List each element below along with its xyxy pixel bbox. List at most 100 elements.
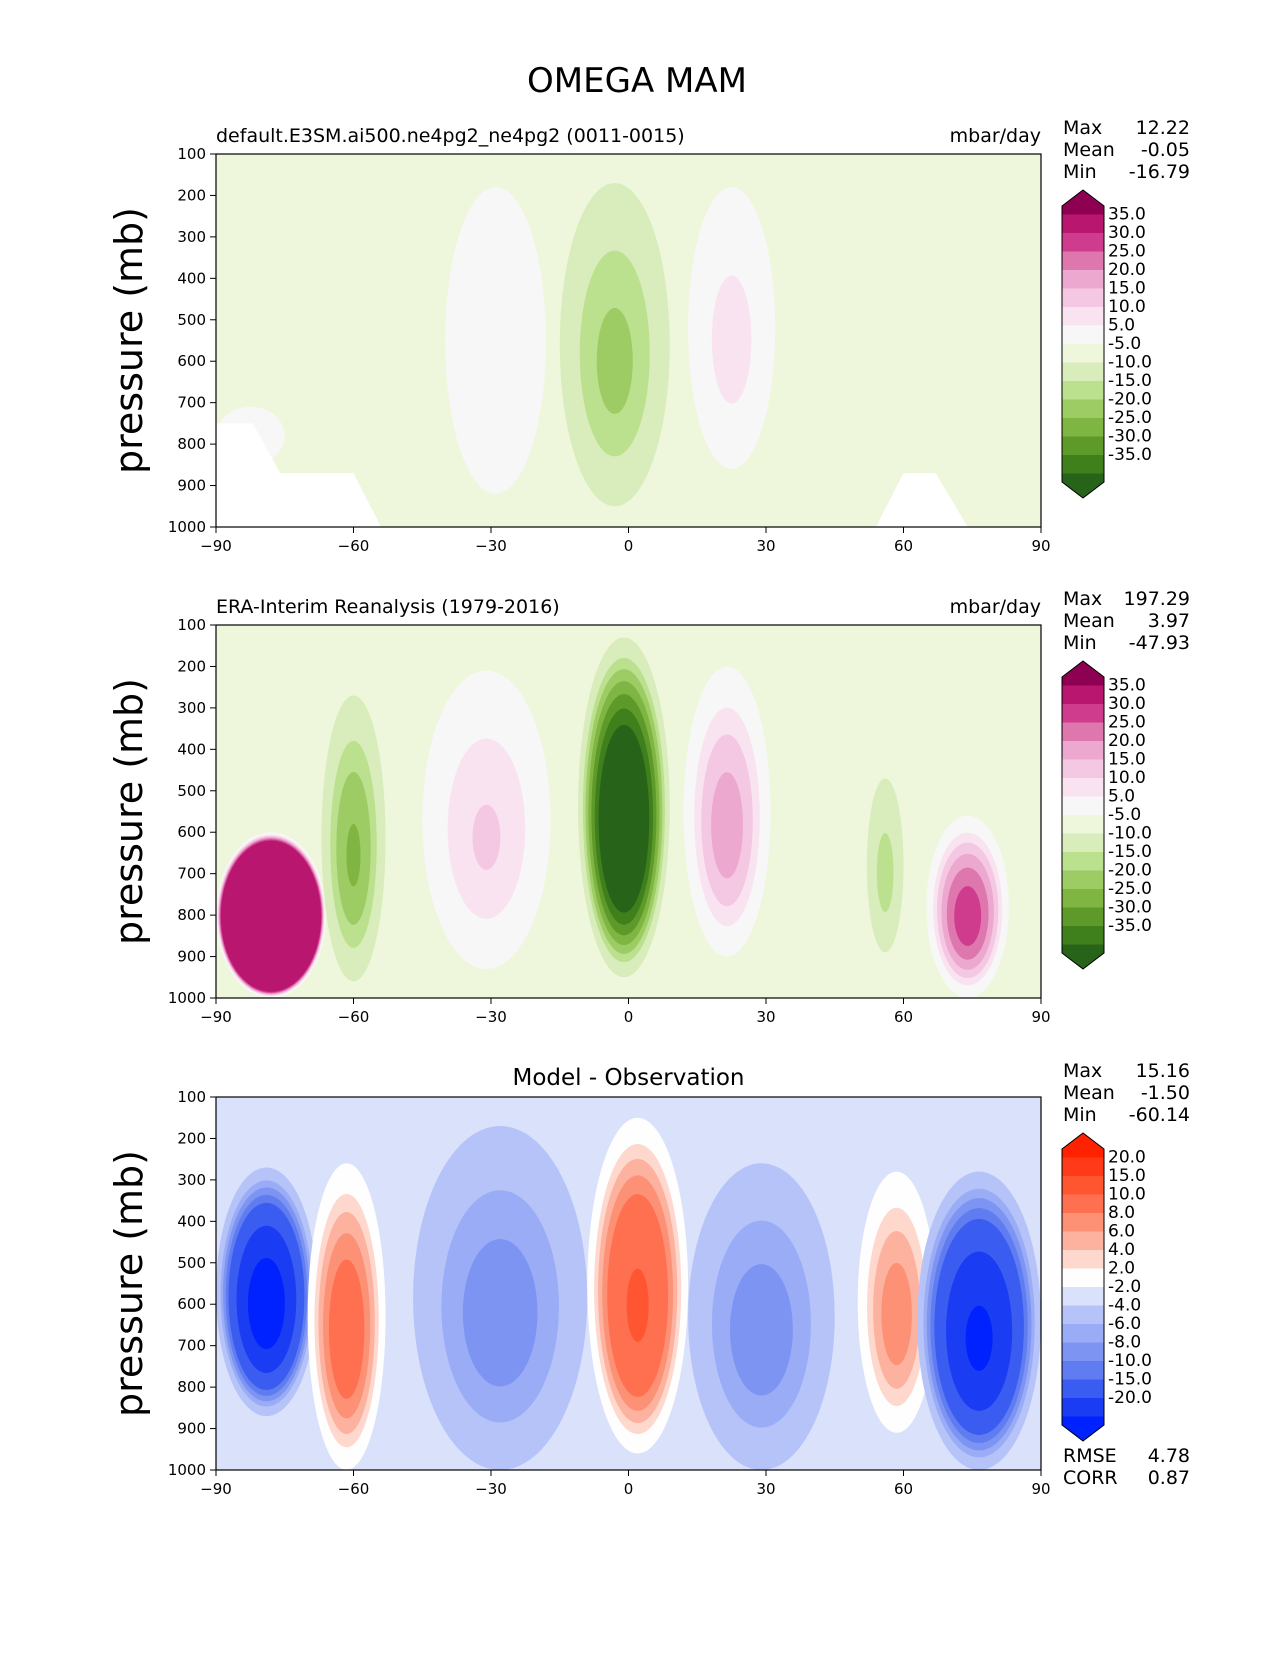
metric-label: RMSE — [1063, 1445, 1117, 1467]
diff-pos-55N — [857, 1171, 936, 1433]
stat-label: Mean — [1063, 610, 1115, 632]
subsidence-25S-level-2 — [472, 804, 501, 870]
colorbar-tick-label: 25.0 — [1108, 242, 1146, 262]
colorbar-tick-label: 20.0 — [1108, 260, 1146, 280]
metric-value: 4.78 — [1148, 1445, 1190, 1467]
ascent-60S-level-3 — [346, 824, 361, 887]
x-tick-label: 30 — [756, 537, 775, 555]
colorbar-tick-label: -35.0 — [1108, 916, 1152, 936]
colorbar-tick-label: 5.0 — [1108, 787, 1135, 807]
ascent-55N-level-1 — [876, 832, 894, 913]
colorbar-tick-label: -25.0 — [1108, 408, 1152, 428]
x-tick-label: 0 — [624, 1008, 634, 1026]
colorbar-bin — [1062, 759, 1104, 779]
y-tick-label: 400 — [177, 740, 206, 758]
stat-value: -0.05 — [1141, 139, 1190, 161]
colorbar-bin — [1062, 1305, 1104, 1325]
colorbar-tick-label: -30.0 — [1108, 427, 1152, 447]
colorbar-bin — [1062, 796, 1104, 816]
subsidence-20N — [688, 187, 776, 469]
stat-label: Max — [1063, 588, 1102, 610]
diff-pos-equator-level-5 — [626, 1268, 649, 1342]
colorbar-tick-label: 2.0 — [1108, 1259, 1135, 1279]
colorbar-bin — [1062, 344, 1104, 363]
ascent-equator-level-2 — [596, 308, 633, 414]
colorbar-tick-label: 20.0 — [1108, 1148, 1146, 1168]
colorbar-bin — [1062, 685, 1104, 705]
y-tick-label: 100 — [177, 145, 206, 163]
arctic-subsidence — [926, 815, 1009, 998]
colorbar-tick-label: 15.0 — [1108, 1166, 1146, 1186]
colorbar-tick-label: 35.0 — [1108, 676, 1146, 696]
colorbar-bin — [1062, 1133, 1104, 1158]
y-tick-label: 300 — [177, 1171, 206, 1189]
stat-label: Max — [1063, 1060, 1102, 1082]
x-tick-label: −90 — [200, 1480, 232, 1498]
y-tick-label: 200 — [177, 186, 206, 204]
y-tick-label: 500 — [177, 782, 206, 800]
stat-label: Min — [1063, 632, 1097, 654]
colorbar-bin — [1062, 1398, 1104, 1417]
y-tick-label: 800 — [177, 1378, 206, 1396]
colorbar-bin — [1062, 815, 1104, 834]
colorbar-bin — [1062, 1157, 1104, 1177]
colorbar-bin — [1062, 1176, 1104, 1195]
colorbar-bin — [1062, 473, 1104, 498]
stat-value: 3.97 — [1148, 610, 1190, 632]
colorbar-tick-label: 10.0 — [1108, 1185, 1146, 1205]
x-tick-label: 30 — [756, 1480, 775, 1498]
y-tick-label: 200 — [177, 1129, 206, 1147]
colorbar-bin — [1062, 1379, 1104, 1399]
y-tick-label: 100 — [177, 616, 206, 634]
colorbar-tick-label: -10.0 — [1108, 353, 1152, 373]
colorbar-bin — [1062, 1342, 1104, 1362]
y-tick-label: 600 — [177, 823, 206, 841]
diff-neg-NH-polar — [917, 1171, 1041, 1470]
x-tick-label: 60 — [894, 1480, 913, 1498]
colorbar-tick-label: -15.0 — [1108, 842, 1152, 862]
y-tick-label: 500 — [177, 1254, 206, 1272]
colorbar-tick-label: -20.0 — [1108, 390, 1152, 410]
colorbar-bin — [1062, 436, 1104, 456]
subsidence-20N — [683, 666, 771, 957]
colorbar-tick-label: 35.0 — [1108, 205, 1146, 225]
y-axis-label: pressure (mb) — [107, 1150, 151, 1417]
diff-neg-25N-level-2 — [729, 1264, 793, 1396]
colorbar-bin — [1062, 251, 1104, 271]
y-tick-label: 700 — [177, 1337, 206, 1355]
stat-value: 197.29 — [1124, 588, 1190, 610]
y-tick-label: 200 — [177, 657, 206, 675]
stat-value: 12.22 — [1136, 117, 1190, 139]
stat-label: Min — [1063, 1104, 1097, 1126]
colorbar-tick-label: 25.0 — [1108, 713, 1146, 733]
colorbar-bin — [1062, 778, 1104, 797]
stat-label: Min — [1063, 161, 1097, 183]
diff-neg-SH-polar — [216, 1167, 317, 1417]
x-tick-label: −60 — [338, 1008, 370, 1026]
colorbar-tick-label: -35.0 — [1108, 445, 1152, 465]
subsidence-20N-level-3 — [711, 772, 743, 879]
colorbar-tick-label: -20.0 — [1108, 861, 1152, 881]
colorbar-tick-label: 15.0 — [1108, 279, 1146, 299]
stat-value: -1.50 — [1141, 1082, 1190, 1104]
colorbar-tick-label: -20.0 — [1108, 1388, 1152, 1408]
colorbar-bin — [1062, 1324, 1104, 1343]
colorbar-bin — [1062, 418, 1104, 437]
colorbar-bin — [1062, 288, 1104, 308]
x-tick-label: −60 — [338, 1480, 370, 1498]
ascent-equator-level-6 — [598, 724, 650, 913]
colorbar-bin — [1062, 1250, 1104, 1269]
colorbar-bin — [1062, 362, 1104, 382]
y-tick-label: 100 — [177, 1088, 206, 1106]
colorbar-tick-label: 5.0 — [1108, 316, 1135, 336]
y-tick-label: 900 — [177, 477, 206, 495]
colorbar-tick-label: -6.0 — [1108, 1314, 1141, 1334]
colorbar-tick-label: 30.0 — [1108, 694, 1146, 714]
colorbar-bin — [1062, 907, 1104, 927]
colorbar-outline — [1061, 660, 1105, 970]
contour-fields — [216, 637, 1009, 998]
x-tick-label: 0 — [624, 537, 634, 555]
colorbar-tick-label: -30.0 — [1108, 898, 1152, 918]
colorbar-tick-label: -2.0 — [1108, 1277, 1141, 1297]
colorbar-tick-label: -25.0 — [1108, 879, 1152, 899]
